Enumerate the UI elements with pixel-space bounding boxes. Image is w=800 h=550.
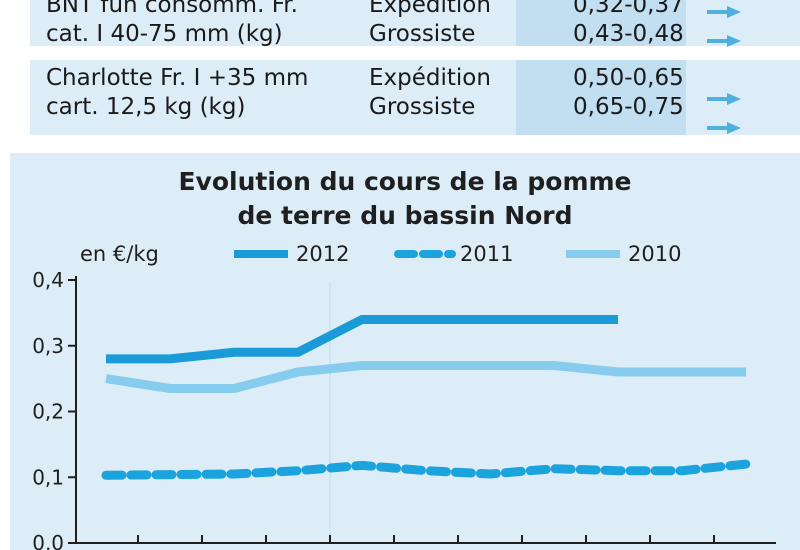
price-band-row-2 (516, 60, 686, 135)
y-tick-label: 0,0 (32, 531, 64, 550)
y-tick-label: 0,4 (32, 268, 64, 292)
market-stage: Grossiste (369, 21, 476, 47)
arrow-right-icon (707, 122, 741, 134)
market-stage: Expédition (369, 65, 491, 91)
legend-label-2012: 2012 (296, 242, 350, 266)
product-name: Charlotte Fr. I +35 mm (46, 65, 309, 91)
legend-label-2010: 2010 (628, 242, 682, 266)
y-tick-label: 0,2 (32, 400, 64, 424)
product-name: BNT fun consomm. Fr. (46, 0, 298, 18)
y-tick-label: 0,1 (32, 465, 64, 489)
price-band-row-1 (516, 0, 686, 46)
series-line-2010 (105, 361, 746, 393)
price-range: 0,65-0,75 (573, 94, 684, 120)
arrow-right-icon (707, 93, 741, 105)
chart-title: Evolution du cours de la pomme de terre … (60, 165, 750, 233)
chart-panel (10, 153, 800, 550)
series-line-2012 (106, 315, 618, 364)
row-divider (30, 46, 800, 60)
y-tick-label: 0,3 (32, 334, 64, 358)
market-stage: Grossiste (369, 94, 476, 120)
arrow-right-icon (707, 6, 741, 18)
series-line-2011 (101, 459, 751, 480)
price-range: 0,43-0,48 (573, 21, 684, 47)
product-name: cart. 12,5 kg (kg) (46, 94, 246, 120)
price-range: 0,32-0,37 (573, 0, 684, 18)
market-stage: Expédition (369, 0, 491, 18)
chart-title-line-2: de terre du bassin Nord (237, 201, 573, 230)
y-axis-unit-label: en €/kg (80, 242, 159, 266)
chart-title-line-1: Evolution du cours de la pomme (178, 167, 632, 196)
arrow-right-icon (707, 35, 741, 47)
price-range: 0,50-0,65 (573, 65, 684, 91)
product-name: cat. I 40-75 mm (kg) (46, 21, 283, 47)
legend-label-2011: 2011 (460, 242, 514, 266)
